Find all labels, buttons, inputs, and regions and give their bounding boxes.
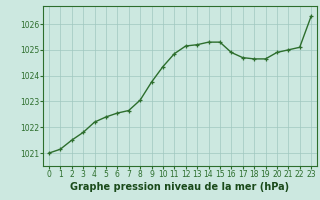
X-axis label: Graphe pression niveau de la mer (hPa): Graphe pression niveau de la mer (hPa) (70, 182, 290, 192)
